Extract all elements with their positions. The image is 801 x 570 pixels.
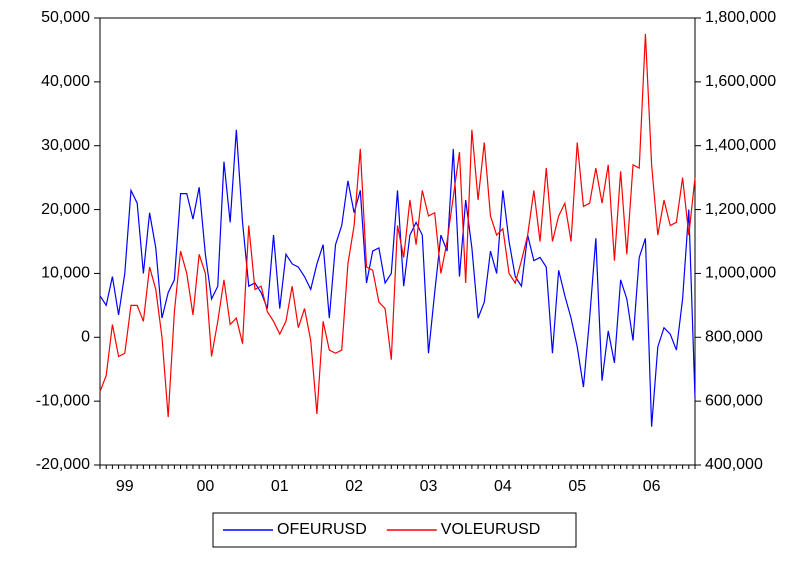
x-tick-label: 01 xyxy=(271,478,289,495)
y-tick-label: 10,000 xyxy=(41,265,90,282)
y-tick-label: 40,000 xyxy=(41,73,90,90)
x-tick-label: 00 xyxy=(196,478,214,495)
x-tick-label: 03 xyxy=(420,478,438,495)
x-tick-label: 99 xyxy=(116,478,134,495)
y-tick-label: 20,000 xyxy=(41,201,90,218)
y2-tick-label: 1,400,000 xyxy=(705,137,776,154)
y2-tick-label: 1,200,000 xyxy=(705,201,776,218)
x-tick-label: 05 xyxy=(568,478,586,495)
y2-tick-label: 800,000 xyxy=(705,329,763,346)
y-tick-label: 30,000 xyxy=(41,137,90,154)
x-tick-label: 04 xyxy=(494,478,512,495)
y2-tick-label: 1,800,000 xyxy=(705,9,776,26)
series-line xyxy=(99,33,696,418)
y2-tick-label: 1,600,000 xyxy=(705,73,776,90)
x-tick-label: 02 xyxy=(345,478,363,495)
y-tick-label: 50,000 xyxy=(41,9,90,26)
series-line xyxy=(99,129,696,427)
y-tick-label: 0 xyxy=(81,329,90,346)
x-tick-label: 06 xyxy=(643,478,661,495)
plot-frame xyxy=(99,17,696,466)
y-tick-label: -10,000 xyxy=(36,392,90,409)
y2-tick-label: 600,000 xyxy=(705,392,763,409)
y2-tick-label: 1,000,000 xyxy=(705,265,776,282)
y2-tick-label: 400,000 xyxy=(705,456,763,473)
legend-label: VOLEURUSD xyxy=(441,521,541,538)
y-tick-label: -20,000 xyxy=(36,456,90,473)
legend-label: OFEURUSD xyxy=(277,521,367,538)
